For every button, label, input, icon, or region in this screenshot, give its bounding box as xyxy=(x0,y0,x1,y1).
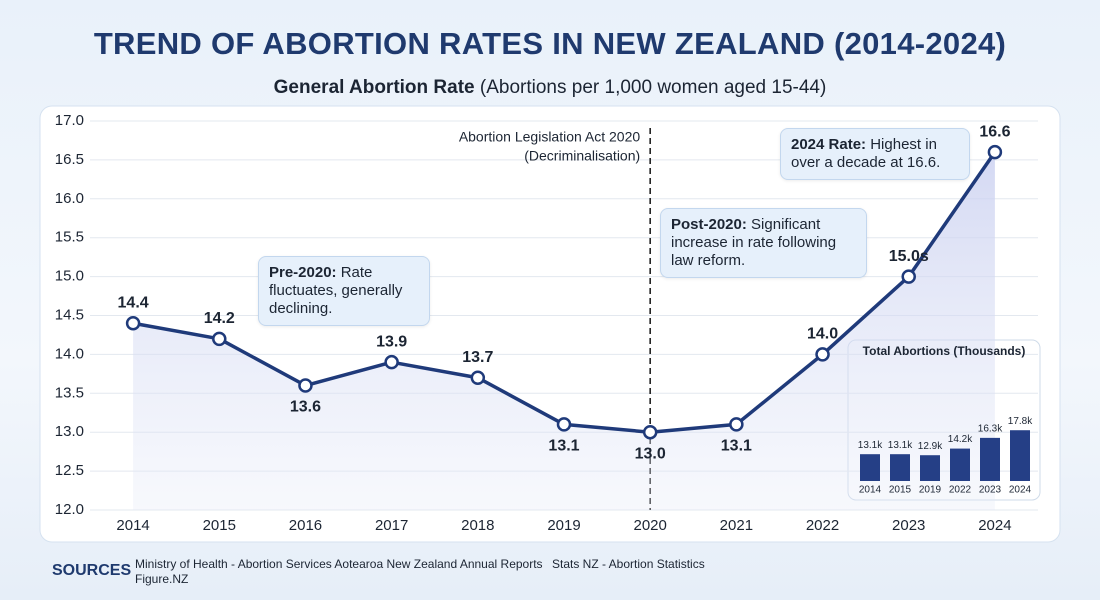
bar-label: 16.3k xyxy=(978,424,1003,435)
chart-subtitle: General Abortion Rate (Abortions per 1,0… xyxy=(0,77,1100,99)
data-label: 15.0s xyxy=(889,248,929,265)
x-tick-label: 2023 xyxy=(979,485,1002,496)
y-tick-label: 13.5 xyxy=(55,384,84,401)
x-tick-label: 2020 xyxy=(633,517,666,534)
subtitle-rest: (Abortions per 1,000 women aged 15-44) xyxy=(479,77,827,98)
x-tick-label: 2022 xyxy=(806,517,839,534)
bar xyxy=(980,437,1000,481)
annotation-text: Rate fluctuates, generally declining. xyxy=(269,264,403,317)
y-tick-label: 15.5 xyxy=(55,229,84,246)
annotation: 2024 Rate: Highest in over a decade at 1… xyxy=(780,128,970,180)
annotation-title: Post-2020: xyxy=(671,216,747,233)
point xyxy=(298,378,313,393)
x-tick-label: 2016 xyxy=(289,517,322,534)
point xyxy=(212,331,227,347)
point xyxy=(125,316,141,331)
x-tick-label: 2015 xyxy=(203,517,236,534)
data-label: 13.0 xyxy=(635,445,666,462)
y-tick-label: 12.5 xyxy=(55,462,84,479)
y-tick-label: 13.0 xyxy=(55,423,84,440)
x-tick-label: 2024 xyxy=(978,517,1011,534)
point xyxy=(729,417,744,432)
annotation-text: Highest in over a decade at 16.6. xyxy=(791,136,941,171)
annotation: Post-2020: Significant increase in rate … xyxy=(660,208,867,278)
x-tick-label: 2019 xyxy=(547,517,580,534)
x-tick-label: 2014 xyxy=(116,517,149,534)
reference-label: (Decriminalisation) xyxy=(524,148,640,164)
source: Stats NZ - Abortion Statistics xyxy=(552,557,705,571)
data-label: 14.0 xyxy=(807,326,838,343)
point xyxy=(987,144,1003,160)
x-tick-label: 2018 xyxy=(461,517,494,534)
bar-label: 13.1k xyxy=(888,440,913,451)
bar-label: 13.1k xyxy=(858,440,883,451)
data-label: 13.1 xyxy=(548,438,579,455)
point xyxy=(815,347,830,362)
bar xyxy=(1010,430,1030,481)
y-tick-label: 16.5 xyxy=(55,151,84,168)
inset-title: Total Abortions (Thousands) xyxy=(863,344,1026,358)
annotation: Pre-2020: Rate fluctuates, generally dec… xyxy=(258,256,430,326)
x-tick-label: 2023 xyxy=(892,517,925,534)
chart-title: TREND OF ABORTION RATES IN NEW ZEALAND (… xyxy=(93,26,1007,61)
y-tick-label: 16.0 xyxy=(55,190,84,207)
bar xyxy=(920,455,940,481)
point xyxy=(901,269,916,284)
data-label: 16.6 xyxy=(979,123,1010,140)
bar-label: 14.2k xyxy=(948,434,973,445)
bar xyxy=(950,448,970,481)
y-tick-label: 15.0 xyxy=(55,268,84,285)
y-tick-label: 14.5 xyxy=(55,306,84,323)
point xyxy=(470,370,486,385)
y-tick-label: 12.0 xyxy=(55,501,84,518)
bar-label: 12.9k xyxy=(918,441,943,452)
x-tick-label: 2019 xyxy=(919,485,942,496)
x-tick-label: 2014 xyxy=(859,485,882,496)
x-tick-label: 2021 xyxy=(720,517,753,534)
bar-label: 17.8k xyxy=(1008,416,1033,427)
sources-heading: SOURCES xyxy=(52,562,132,579)
bar xyxy=(860,454,880,481)
x-tick-label: 2017 xyxy=(375,517,408,534)
annotation-title: Pre-2020: xyxy=(269,264,337,281)
bar xyxy=(890,454,910,481)
data-label: 13.6 xyxy=(290,399,321,416)
point xyxy=(642,424,658,440)
source: Figure.NZ xyxy=(135,572,189,586)
x-tick-label: 2024 xyxy=(1009,485,1032,496)
annotation-text: Significant increase in rate following l… xyxy=(671,216,837,269)
x-tick-label: 2022 xyxy=(949,485,972,496)
x-tick-label: 2015 xyxy=(889,485,912,496)
subtitle-bold: General Abortion Rate xyxy=(273,77,475,98)
source: Ministry of Health - Abortion Services A… xyxy=(135,557,543,571)
data-label: 14.2 xyxy=(204,310,235,327)
data-label: 13.1 xyxy=(721,438,752,455)
y-tick-label: 14.0 xyxy=(55,345,84,362)
y-tick-label: 17.0 xyxy=(55,112,84,129)
point xyxy=(384,354,399,370)
point xyxy=(556,417,572,432)
area xyxy=(133,152,995,510)
reference-label: Abortion Legislation Act 2020 xyxy=(459,129,641,145)
annotation-title: 2024 Rate: xyxy=(791,136,867,153)
data-label: 13.7 xyxy=(462,349,493,366)
data-label: 14.4 xyxy=(118,294,149,311)
data-label: 13.9 xyxy=(376,333,407,350)
